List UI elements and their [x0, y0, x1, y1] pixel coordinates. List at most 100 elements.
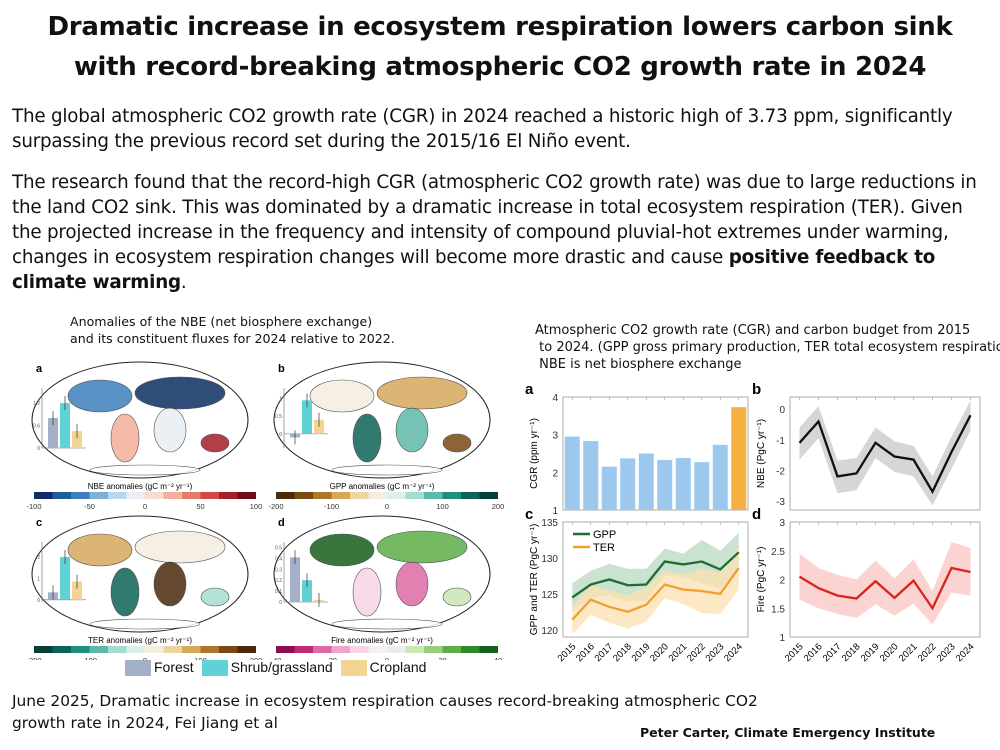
inset-bar-cropland [72, 581, 82, 600]
findings-text: The research found that the record-high … [12, 172, 977, 268]
land-region [442, 587, 472, 607]
colorbar-label: TER anomalies (gC m⁻² yr⁻¹) [88, 636, 192, 645]
maps-caption-line-1: Anomalies of the NBE (net biosphere exch… [70, 314, 373, 329]
bar-2023 [712, 444, 728, 510]
land-region [89, 464, 201, 476]
colorbar-segment [294, 646, 313, 653]
y-tick-label: 130 [541, 554, 558, 565]
bar-2018 [620, 458, 636, 510]
legend-label-ter: TER [593, 542, 615, 554]
colorbar-tick: -200 [26, 656, 41, 660]
colorbar-tick: 200 [492, 502, 505, 511]
colorbar-tick: 100 [250, 502, 263, 511]
colorbar-segment [108, 492, 127, 499]
inset-bar-forest [48, 418, 58, 448]
inset-bar-shrub-grassland [302, 400, 312, 434]
inset-tick: 0 [37, 598, 40, 604]
x-tick-label: 2020 [648, 641, 671, 664]
anomaly-maps: a 0 0.6 1.2 NBE anomalies (gC m⁻² yr⁻¹) -100 -… [26, 361, 505, 660]
land-region [309, 533, 375, 567]
land-cover-legend: Forest Shrub/grassland Cropland [125, 659, 426, 677]
colorbar-segment [368, 646, 387, 653]
x-tick-label: 2021 [667, 641, 690, 664]
land-region [395, 407, 429, 453]
series-line [798, 414, 972, 495]
intro-paragraph: The global atmospheric CO2 growth rate (… [12, 106, 953, 152]
colorbar-tick: -40 [271, 656, 282, 660]
colorbar-segment [461, 492, 480, 499]
y-tick-label: -3 [776, 497, 785, 508]
x-tick-label: 2021 [897, 641, 920, 664]
colorbar-segment [479, 492, 498, 499]
x-tick-label: 2019 [859, 641, 882, 664]
colorbar-segment [350, 646, 369, 653]
panel-label: c [525, 506, 533, 523]
colorbar-tick: 50 [196, 502, 204, 511]
colorbar-tick: 0 [385, 502, 389, 511]
colorbar-segment [200, 492, 219, 499]
panel-label: d [278, 517, 285, 529]
uncertainty-band [799, 542, 971, 625]
colorbar-segment [200, 646, 219, 653]
legend-shrub-grassland: Shrub/grassland [201, 659, 333, 677]
x-tick-label: 2017 [593, 641, 616, 664]
inset-tick: 0.6 [33, 424, 40, 430]
maps-caption-line-2: and its constituent fluxes for 2024 rela… [70, 331, 395, 346]
land-region [376, 530, 468, 564]
y-tick-label: 125 [541, 590, 558, 601]
x-tick-label: 2018 [840, 641, 863, 664]
colorbar-segment [461, 646, 480, 653]
citation: June 2025, Dramatic increase in ecosyste… [12, 692, 758, 732]
y-tick-label: 3 [779, 518, 785, 529]
land-region [309, 379, 375, 413]
colorbar-segment [237, 492, 256, 499]
inset-tick: 1 [279, 397, 282, 403]
y-tick-label: 2 [779, 576, 785, 587]
colorbar-segment [442, 492, 461, 499]
colorbar-segment [313, 646, 332, 653]
legend-forest: Forest [125, 659, 194, 677]
colorbar-segment [126, 492, 145, 499]
x-tick-label: 2022 [685, 641, 708, 664]
bar-2019 [638, 453, 654, 510]
colorbar-segment [405, 492, 424, 499]
x-tick-label: 2023 [704, 641, 727, 664]
land-region [395, 561, 429, 607]
colorbar-label: GPP anomalies (gC m⁻² yr⁻¹) [330, 482, 435, 491]
x-tick-label: 2015 [783, 641, 806, 664]
colorbar-segment [350, 492, 369, 499]
panel-label: a [36, 363, 43, 375]
land-region [200, 587, 230, 607]
title-line-1: Dramatic increase in ecosystem respirati… [47, 12, 953, 42]
inset-tick: 0.4 [275, 556, 282, 562]
x-tick-label: 2022 [916, 641, 939, 664]
colorbar-label: Fire anomalies (gC m⁻² yr⁻¹) [331, 636, 433, 645]
y-tick-label: 3 [552, 431, 558, 442]
land-region [67, 533, 133, 567]
findings-end: . [180, 272, 187, 293]
panel-label: c [36, 517, 42, 529]
land-region [331, 464, 443, 476]
colorbar-segment [34, 646, 53, 653]
colorbar-segment [387, 492, 406, 499]
colorbar-segment [126, 646, 145, 653]
map-panel-d: d 0 0.1 0.2 0.3 0.4 0.5 Fire anomalies (gC m⁻² … [271, 515, 502, 660]
inset-tick: 1.2 [33, 401, 40, 407]
colorbar-tick: 100 [436, 502, 449, 511]
colorbar-segment [182, 646, 201, 653]
colorbar-segment [219, 492, 238, 499]
chart-panel-a: a 1 2 3 4 CGR (ppm yr⁻¹) [525, 381, 749, 517]
colorbar-segment [89, 492, 108, 499]
inset-tick: 0.3 [275, 567, 282, 573]
colorbar-segment [52, 492, 71, 499]
series-line-gpp [571, 551, 740, 599]
colorbar-tick: -200 [268, 502, 283, 511]
y-tick-label: 1.5 [771, 604, 785, 615]
land-region [110, 413, 140, 463]
colorbar-segment [331, 492, 350, 499]
inset-tick: 0.2 [275, 578, 282, 584]
inset-tick: 0 [37, 446, 40, 452]
colorbar-segment [276, 492, 295, 499]
bar-2024 [731, 407, 747, 510]
colorbar-label: NBE anomalies (gC m⁻² yr⁻¹) [88, 482, 193, 491]
